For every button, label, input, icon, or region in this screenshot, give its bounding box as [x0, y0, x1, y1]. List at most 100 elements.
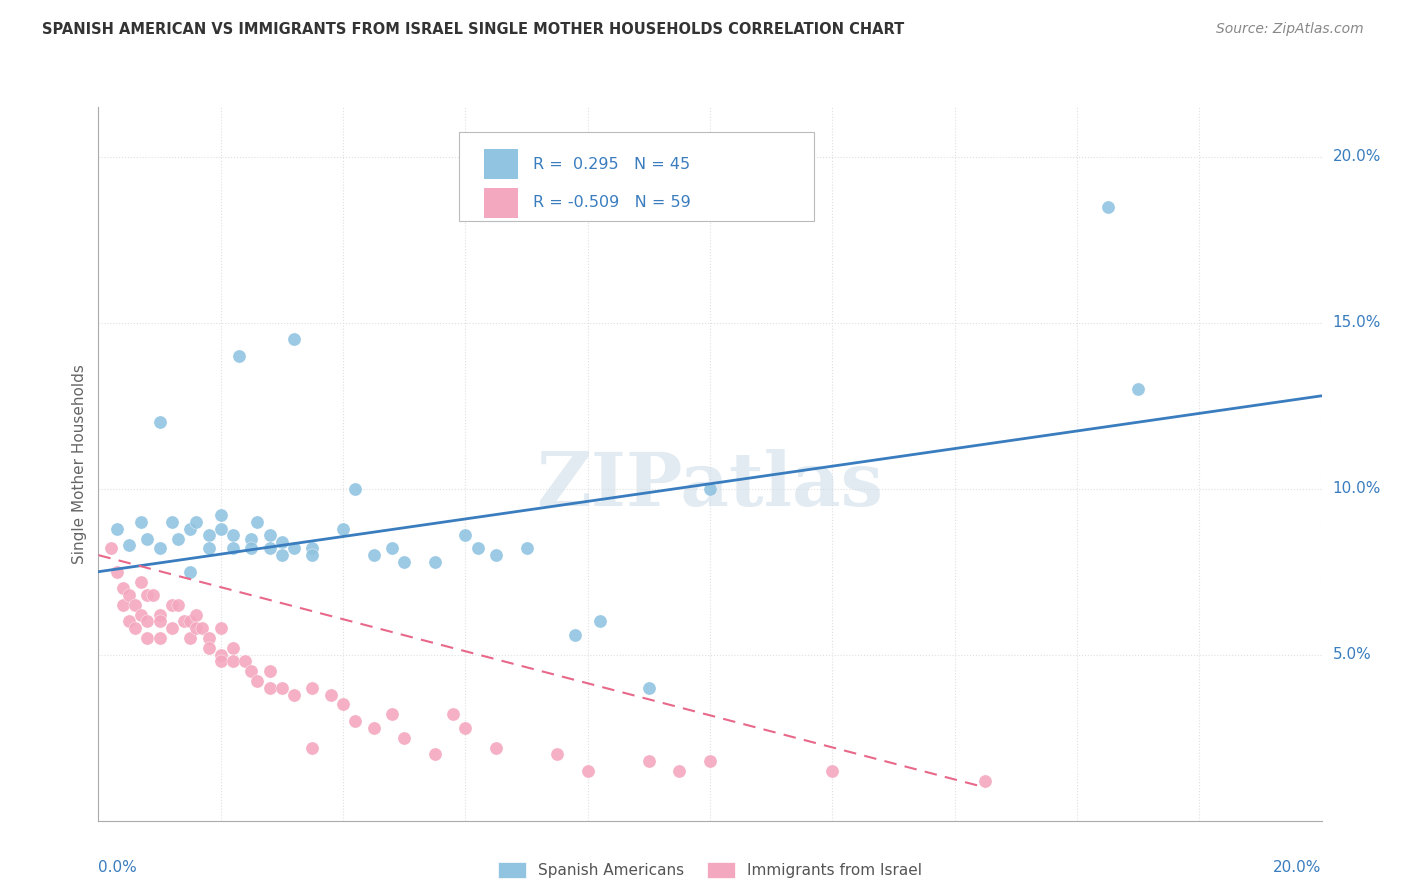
- Point: [246, 674, 269, 689]
- Point: [363, 721, 385, 735]
- Point: [149, 607, 172, 622]
- Point: [454, 528, 477, 542]
- Point: [105, 565, 128, 579]
- Point: [576, 764, 599, 778]
- Point: [136, 532, 159, 546]
- Point: [259, 528, 281, 542]
- Point: [699, 482, 721, 496]
- Point: [197, 641, 219, 656]
- Point: [129, 515, 152, 529]
- Point: [149, 615, 172, 629]
- Point: [179, 615, 201, 629]
- Point: [240, 541, 263, 556]
- Point: [129, 607, 152, 622]
- Point: [259, 681, 281, 695]
- Point: [136, 631, 159, 645]
- Point: [589, 615, 612, 629]
- Point: [423, 747, 446, 762]
- Point: [129, 574, 152, 589]
- Point: [259, 541, 281, 556]
- Point: [179, 522, 201, 536]
- Point: [191, 621, 214, 635]
- Point: [301, 541, 323, 556]
- Point: [105, 522, 128, 536]
- FancyBboxPatch shape: [460, 132, 814, 221]
- Point: [821, 764, 844, 778]
- Point: [1128, 382, 1150, 396]
- Legend: Spanish Americans, Immigrants from Israel: Spanish Americans, Immigrants from Israe…: [492, 856, 928, 884]
- Point: [564, 628, 586, 642]
- Point: [186, 515, 208, 529]
- Text: 20.0%: 20.0%: [1333, 149, 1381, 164]
- Point: [301, 740, 323, 755]
- Text: R = -0.509   N = 59: R = -0.509 N = 59: [533, 195, 690, 211]
- Point: [283, 541, 305, 556]
- Point: [100, 541, 122, 556]
- Point: [142, 588, 165, 602]
- Point: [270, 548, 292, 562]
- Point: [124, 598, 146, 612]
- Point: [160, 515, 183, 529]
- Point: [118, 615, 141, 629]
- FancyBboxPatch shape: [484, 188, 517, 218]
- Point: [240, 532, 263, 546]
- Point: [111, 582, 134, 596]
- Point: [283, 688, 305, 702]
- Point: [186, 607, 208, 622]
- Point: [209, 508, 232, 523]
- Y-axis label: Single Mother Households: Single Mother Households: [72, 364, 87, 564]
- Point: [118, 538, 141, 552]
- Point: [209, 654, 232, 668]
- Point: [186, 621, 208, 635]
- Point: [228, 349, 250, 363]
- Point: [270, 681, 292, 695]
- Point: [197, 528, 219, 542]
- Point: [149, 631, 172, 645]
- Point: [301, 681, 323, 695]
- Point: [637, 754, 661, 768]
- Point: [124, 621, 146, 635]
- Point: [209, 522, 232, 536]
- Point: [222, 528, 245, 542]
- Text: SPANISH AMERICAN VS IMMIGRANTS FROM ISRAEL SINGLE MOTHER HOUSEHOLDS CORRELATION : SPANISH AMERICAN VS IMMIGRANTS FROM ISRA…: [42, 22, 904, 37]
- Point: [222, 541, 245, 556]
- Point: [283, 332, 305, 346]
- Point: [1097, 200, 1119, 214]
- Point: [173, 615, 195, 629]
- Point: [363, 548, 385, 562]
- Point: [118, 588, 141, 602]
- Point: [381, 707, 404, 722]
- Point: [149, 415, 172, 429]
- Point: [467, 541, 489, 556]
- Point: [423, 555, 446, 569]
- Point: [167, 598, 190, 612]
- Text: 20.0%: 20.0%: [1274, 861, 1322, 875]
- Point: [392, 555, 416, 569]
- Point: [392, 731, 416, 745]
- Point: [179, 631, 201, 645]
- Point: [319, 688, 342, 702]
- Point: [209, 648, 232, 662]
- Point: [485, 548, 508, 562]
- Point: [485, 740, 508, 755]
- Point: [136, 588, 159, 602]
- Point: [197, 631, 219, 645]
- Point: [149, 541, 172, 556]
- Point: [516, 541, 538, 556]
- Point: [301, 548, 323, 562]
- Point: [209, 621, 232, 635]
- Point: [454, 721, 477, 735]
- Point: [259, 665, 281, 679]
- Point: [240, 665, 263, 679]
- Point: [381, 541, 404, 556]
- Point: [699, 754, 721, 768]
- Point: [344, 714, 367, 728]
- Point: [222, 654, 245, 668]
- Point: [974, 773, 997, 788]
- Point: [668, 764, 690, 778]
- Point: [637, 681, 661, 695]
- Point: [332, 522, 354, 536]
- Point: [111, 598, 134, 612]
- Point: [332, 698, 354, 712]
- Point: [136, 615, 159, 629]
